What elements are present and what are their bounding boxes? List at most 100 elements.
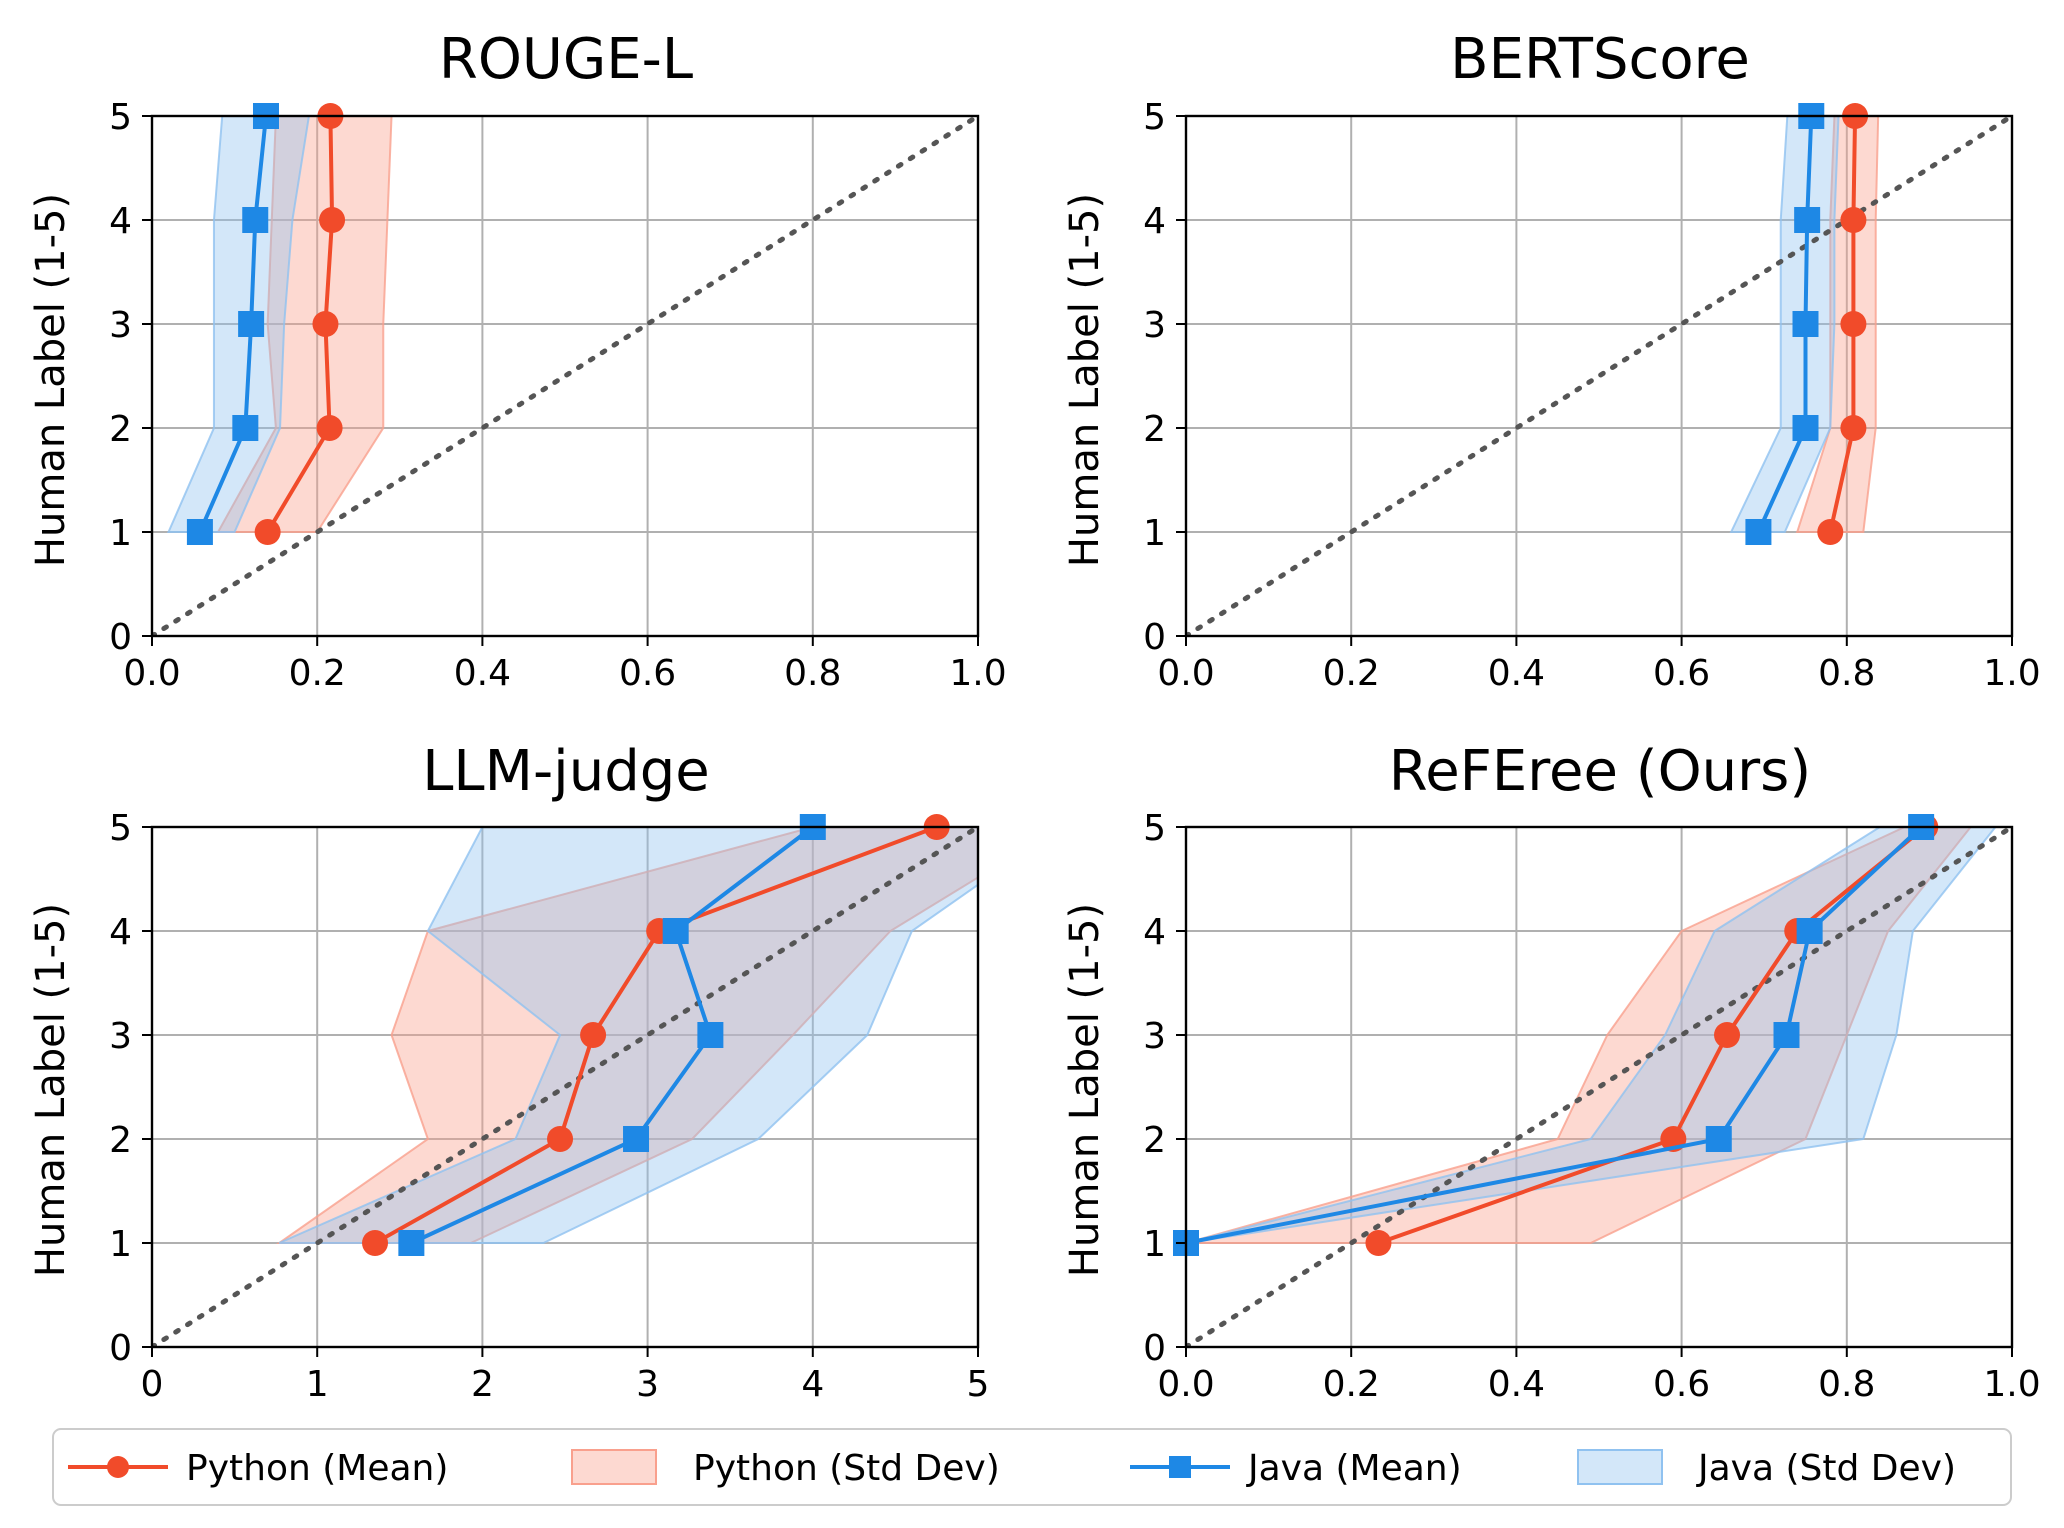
panel-title-bertscore: BERTScore xyxy=(1450,27,1750,92)
y-tick-label: 3 xyxy=(1143,305,1166,346)
x-tick-label: 0.8 xyxy=(784,653,841,694)
y-axis-label-referee: Human Label (1-5) xyxy=(1062,903,1108,1277)
y-tick-label: 1 xyxy=(109,513,132,554)
python-mean-point xyxy=(312,311,339,337)
x-tick-label: 5 xyxy=(967,1364,990,1405)
java-mean-point xyxy=(1792,311,1819,337)
panel-title-rouge-l: ROUGE-L xyxy=(439,27,693,92)
x-tick-label: 0.0 xyxy=(123,653,180,694)
x-tick-label: 0.0 xyxy=(1157,1364,1214,1405)
x-tick-label: 0.2 xyxy=(1323,1364,1380,1405)
python-mean-point xyxy=(1840,415,1867,441)
y-axis-label-bertscore: Human Label (1-5) xyxy=(1062,193,1108,567)
y-tick-label: 5 xyxy=(1143,808,1166,849)
y-tick-label: 3 xyxy=(109,1016,132,1057)
x-tick-label: 0.6 xyxy=(1653,653,1710,694)
legend-java-std-patch xyxy=(1577,1449,1663,1485)
y-axis-label-rouge-l: Human Label (1-5) xyxy=(28,193,74,567)
python-mean-point xyxy=(547,1126,574,1152)
x-tick-label: 1.0 xyxy=(1983,653,2040,694)
panel-rouge-l: 0.0 0.2 0.4 0.6 0.8 1.0 0 1 2 3 4 5 xyxy=(109,97,1007,694)
diagonal-reference-line xyxy=(1186,827,2012,1347)
python-mean-point xyxy=(254,519,281,545)
x-tick-label: 0.8 xyxy=(1818,653,1875,694)
python-mean-point xyxy=(1365,1230,1392,1256)
java-mean-point xyxy=(1796,918,1823,944)
x-tick-label: 3 xyxy=(636,1364,659,1405)
java-mean-point xyxy=(697,1022,724,1048)
panel-referee: 0.0 0.2 0.4 0.6 0.8 1.0 0 1 2 3 4 5 xyxy=(1143,808,2041,1405)
x-tick-label: 0.4 xyxy=(1488,653,1545,694)
java-mean-point xyxy=(662,918,689,944)
y-tick-label: 2 xyxy=(109,1120,132,1161)
x-tick-label: 0 xyxy=(141,1364,164,1405)
diagonal-reference-line xyxy=(1186,116,2012,636)
legend-label-python-std: Python (Std Dev) xyxy=(693,1448,1000,1489)
python-mean-point xyxy=(316,415,343,441)
java-mean-point xyxy=(232,415,259,441)
legend-item-java-std: Java (Std Dev) xyxy=(1577,1448,1956,1489)
java-mean-point xyxy=(1773,1022,1800,1048)
y-tick-label: 1 xyxy=(1143,513,1166,554)
y-tick-label: 2 xyxy=(1143,409,1166,450)
diagonal-reference-line xyxy=(152,116,978,636)
java-mean-point xyxy=(242,207,269,233)
y-tick-label: 0 xyxy=(1143,617,1166,658)
x-tick-label: 0.6 xyxy=(619,653,676,694)
plot-area xyxy=(152,827,978,1347)
python-mean-point xyxy=(1840,207,1867,233)
legend-python-std-patch xyxy=(571,1449,657,1485)
axes-frame xyxy=(150,114,980,638)
panel-llm-judge: 0 1 2 3 4 5 0 1 2 3 4 5 xyxy=(109,808,990,1405)
java-mean-point xyxy=(1794,207,1821,233)
java-mean-point xyxy=(398,1230,425,1256)
x-tick-label: 0.2 xyxy=(289,653,346,694)
python-mean-point xyxy=(1817,519,1844,545)
axes-frame xyxy=(1184,114,2014,638)
java-mean-point xyxy=(186,519,213,545)
y-tick-label: 4 xyxy=(1143,912,1166,953)
python-std-band xyxy=(216,116,393,533)
y-tick-label: 2 xyxy=(109,409,132,450)
python-mean-point xyxy=(1714,1022,1741,1048)
panel-title-referee: ReFEree (Ours) xyxy=(1389,739,1811,804)
panel-bertscore: 0.0 0.2 0.4 0.6 0.8 1.0 0 1 2 3 4 5 xyxy=(1143,97,2041,694)
legend-java-square-marker xyxy=(1169,1456,1191,1478)
python-mean-point xyxy=(319,207,346,233)
x-tick-label: 1 xyxy=(306,1364,329,1405)
java-mean-point xyxy=(238,311,265,337)
legend-label-java-mean: Java (Mean) xyxy=(1246,1448,1462,1489)
y-tick-label: 0 xyxy=(1143,1328,1166,1369)
java-std-band xyxy=(278,827,978,1244)
python-mean-point xyxy=(580,1022,607,1048)
python-mean-point xyxy=(362,1230,389,1256)
y-tick-label: 1 xyxy=(1143,1224,1166,1265)
y-tick-label: 0 xyxy=(109,1328,132,1369)
legend-item-python-mean: Python (Mean) xyxy=(68,1448,448,1489)
java-mean-point xyxy=(1792,415,1819,441)
y-tick-label: 3 xyxy=(1143,1016,1166,1057)
java-mean-point xyxy=(1705,1126,1732,1152)
x-tick-label: 2 xyxy=(471,1364,494,1405)
y-tick-label: 3 xyxy=(109,305,132,346)
x-tick-label: 0.4 xyxy=(1488,1364,1545,1405)
y-tick-label: 5 xyxy=(109,97,132,138)
panel-title-llm-judge: LLM-judge xyxy=(422,739,710,804)
y-tick-label: 4 xyxy=(109,201,132,242)
axes-frame xyxy=(1184,825,2014,1349)
y-tick-label: 0 xyxy=(109,617,132,658)
legend: Python (Mean) Python (Std Dev) Java (Mea… xyxy=(52,1428,2012,1506)
y-tick-label: 2 xyxy=(1143,1120,1166,1161)
x-tick-label: 0.6 xyxy=(1653,1364,1710,1405)
x-tick-label: 0.0 xyxy=(1157,653,1214,694)
diagonal-reference-line xyxy=(152,827,978,1347)
y-axis-label-llm-judge: Human Label (1-5) xyxy=(28,903,74,1277)
x-tick-label: 1.0 xyxy=(949,653,1006,694)
y-tick-label: 5 xyxy=(109,808,132,849)
python-std-band xyxy=(276,827,978,1244)
x-tick-label: 0.4 xyxy=(454,653,511,694)
legend-label-python-mean: Python (Mean) xyxy=(186,1448,448,1489)
axes-frame xyxy=(150,825,980,1349)
